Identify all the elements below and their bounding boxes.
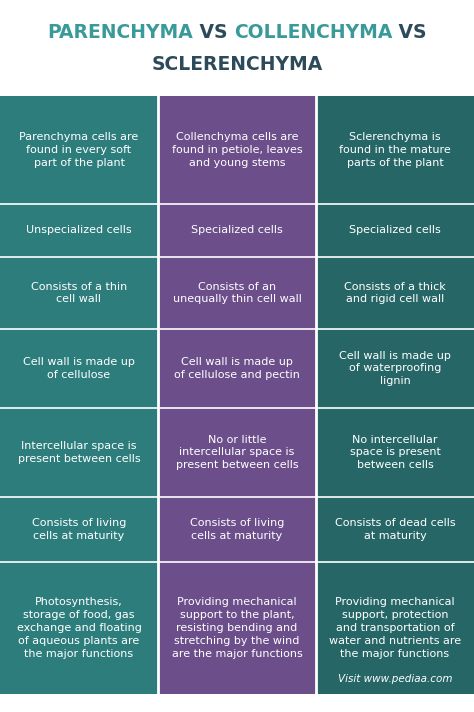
Text: Specialized cells: Specialized cells [349, 226, 441, 236]
Text: Consists of dead cells
at maturity: Consists of dead cells at maturity [335, 518, 456, 541]
Bar [0, 96, 158, 694]
Text: Consists of living
cells at maturity: Consists of living cells at maturity [32, 518, 126, 541]
Text: Providing mechanical
support to the plant,
resisting bending and
stretching by t: Providing mechanical support to the plan… [172, 597, 302, 659]
Text: PARENCHYMA: PARENCHYMA [47, 23, 193, 41]
Text: SCLERENCHYMA: SCLERENCHYMA [151, 55, 323, 73]
Text: No or little
intercellular space is
present between cells: No or little intercellular space is pres… [176, 434, 298, 470]
Text: No intercellular
space is present
between cells: No intercellular space is present betwee… [349, 434, 440, 470]
Bar [158, 96, 316, 694]
Text: Cell wall is made up
of cellulose and pectin: Cell wall is made up of cellulose and pe… [174, 357, 300, 379]
Text: Consists of a thin
cell wall: Consists of a thin cell wall [31, 282, 127, 305]
Text: COLLENCHYMA: COLLENCHYMA [234, 23, 392, 41]
Text: VS: VS [392, 23, 427, 41]
Bar [316, 96, 474, 694]
Text: Visit www.pediaa.com: Visit www.pediaa.com [338, 674, 452, 684]
Text: Photosynthesis,
storage of food, gas
exchange and floating
of aqueous plants are: Photosynthesis, storage of food, gas exc… [17, 597, 141, 659]
Text: Consists of an
unequally thin cell wall: Consists of an unequally thin cell wall [173, 282, 301, 305]
Text: Collenchyma cells are
found in petiole, leaves
and young stems: Collenchyma cells are found in petiole, … [172, 132, 302, 167]
Text: Consists of a thick
and rigid cell wall: Consists of a thick and rigid cell wall [344, 282, 446, 305]
Text: Specialized cells: Specialized cells [191, 226, 283, 236]
Text: VS: VS [193, 23, 234, 41]
Text: Providing mechanical
support, protection
and transportation of
water and nutrien: Providing mechanical support, protection… [329, 597, 461, 659]
Text: Sclerenchyma is
found in the mature
parts of the plant: Sclerenchyma is found in the mature part… [339, 132, 451, 167]
Text: Cell wall is made up
of cellulose: Cell wall is made up of cellulose [23, 357, 135, 379]
Text: Intercellular space is
present between cells: Intercellular space is present between c… [18, 441, 140, 464]
Text: Parenchyma cells are
found in every soft
part of the plant: Parenchyma cells are found in every soft… [19, 132, 138, 167]
Text: Consists of living
cells at maturity: Consists of living cells at maturity [190, 518, 284, 541]
Text: Unspecialized cells: Unspecialized cells [26, 226, 132, 236]
Text: Cell wall is made up
of waterproofing
lignin: Cell wall is made up of waterproofing li… [339, 350, 451, 386]
